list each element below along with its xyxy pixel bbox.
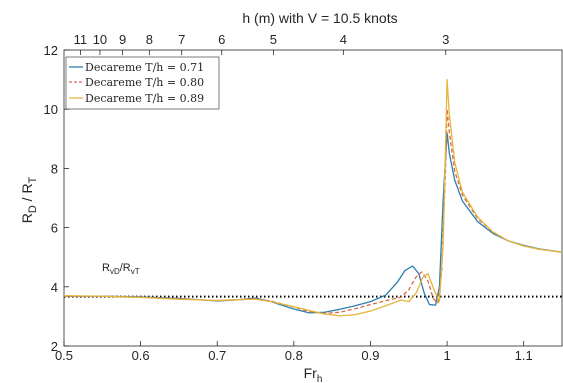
- x-tick-label: 0.7: [208, 348, 226, 363]
- top-axis-ticks: 11 10 9 8 7 6 5 4 3: [74, 32, 449, 55]
- reference-annotation: RvD/RvT: [102, 262, 140, 276]
- y-tick-label: 6: [51, 221, 58, 236]
- x-axis-title-main: Fr: [304, 365, 318, 381]
- x-tick-label: 0.6: [132, 348, 150, 363]
- y-axis-title-sub1: D: [27, 205, 39, 213]
- y-tick-label: 2: [51, 339, 58, 354]
- legend-label-2: Decareme T/h = 0.80: [85, 76, 204, 89]
- y-tick-label: 12: [44, 43, 58, 58]
- series-line-2: [64, 108, 563, 315]
- legend-entry-3: Decareme T/h = 0.89: [69, 92, 204, 105]
- series-line-1: [64, 132, 563, 314]
- x-tick-label: 1: [443, 348, 450, 363]
- top-tick-label: 8: [146, 32, 153, 47]
- plot-frame: [63, 49, 563, 347]
- series-lines: [63, 78, 563, 317]
- y-axis-title-sub2: T: [27, 176, 39, 183]
- legend-entry-2: Decareme T/h = 0.80: [69, 76, 204, 89]
- legend-label-3: Decareme T/h = 0.89: [85, 92, 204, 105]
- top-tick-label: 6: [218, 32, 225, 47]
- x-tick-label: 1.1: [515, 348, 533, 363]
- legend-box: [65, 56, 220, 110]
- x-tick-label: 0.5: [55, 348, 73, 363]
- top-tick-label: 11: [74, 32, 88, 47]
- y-tick-label: 8: [51, 161, 58, 176]
- reference-annotation-main: R: [102, 262, 110, 274]
- series-line-3: [63, 78, 563, 317]
- top-tick-label: 5: [270, 32, 277, 47]
- reference-annotation-mid: /R: [120, 262, 131, 274]
- top-tick-label: 3: [442, 32, 449, 47]
- x-axis-title: Frh: [304, 365, 323, 383]
- reference-annotation-sub2: vT: [131, 267, 140, 276]
- x-tick-label: 0.8: [285, 348, 303, 363]
- top-tick-label: 10: [93, 32, 107, 47]
- top-tick-label: 9: [119, 32, 126, 47]
- x-axis-ticks: 0.5 0.6 0.7 0.8 0.9 1 1.1: [55, 341, 533, 363]
- y-tick-label: 10: [44, 102, 58, 117]
- y-tick-label: 4: [51, 280, 58, 295]
- top-tick-label: 4: [340, 32, 347, 47]
- legend-label-1: Decareme T/h = 0.71: [85, 61, 204, 74]
- legend-entry-1: Decareme T/h = 0.71: [69, 61, 204, 74]
- y-axis-title-mid: / R: [19, 183, 35, 205]
- x-axis-title-sub: h: [317, 374, 323, 383]
- y-axis-ticks: 2 4 6 8 10 12: [44, 43, 69, 354]
- y-axis-title-main: R: [19, 213, 35, 223]
- x-tick-label: 0.9: [361, 348, 379, 363]
- top-tick-label: 7: [178, 32, 185, 47]
- top-axis-title: h (m) with V = 10.5 knots: [242, 10, 397, 26]
- y-axis-title: RD / RT: [19, 176, 39, 223]
- reference-annotation-sub1: vD: [110, 267, 120, 276]
- legend: Decareme T/h = 0.71 Decareme T/h = 0.80 …: [65, 56, 220, 110]
